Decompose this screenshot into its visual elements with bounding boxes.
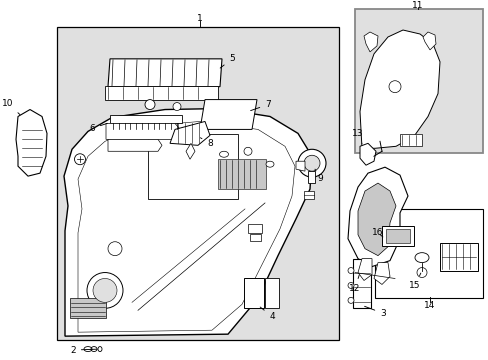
Polygon shape [170, 121, 209, 145]
Polygon shape [422, 32, 435, 50]
Bar [70, 298, 106, 318]
Circle shape [173, 103, 181, 111]
Circle shape [304, 155, 319, 171]
Polygon shape [295, 161, 305, 171]
Text: 15: 15 [408, 273, 420, 290]
Bar [385, 229, 409, 243]
Circle shape [87, 273, 123, 308]
Bar [304, 191, 313, 199]
Circle shape [347, 283, 353, 288]
Polygon shape [359, 30, 439, 148]
Circle shape [388, 81, 400, 93]
Ellipse shape [219, 151, 228, 157]
Polygon shape [357, 183, 395, 256]
Bar [264, 279, 279, 308]
Bar [307, 171, 314, 183]
Text: 5: 5 [220, 54, 234, 68]
Bar [249, 234, 261, 241]
Circle shape [93, 279, 117, 302]
Text: 10: 10 [2, 99, 20, 114]
Text: 3: 3 [364, 306, 385, 318]
Bar [247, 224, 262, 233]
Polygon shape [64, 108, 311, 336]
Text: 2: 2 [70, 346, 97, 355]
Text: 11: 11 [411, 1, 423, 10]
Polygon shape [108, 59, 222, 87]
Circle shape [145, 100, 155, 109]
Bar [57, 27, 338, 340]
Text: 1: 1 [197, 14, 203, 23]
Bar [244, 279, 264, 308]
Bar [148, 134, 238, 199]
Polygon shape [363, 32, 377, 52]
Circle shape [74, 154, 85, 165]
Polygon shape [200, 100, 257, 129]
Text: 6: 6 [89, 123, 107, 133]
Text: 13: 13 [351, 129, 363, 143]
Bar [110, 116, 182, 123]
Text: 7: 7 [250, 100, 270, 111]
Text: 14: 14 [424, 301, 435, 310]
Polygon shape [105, 86, 218, 100]
Bar [352, 258, 370, 308]
Bar [381, 226, 413, 246]
Text: 4: 4 [260, 307, 274, 321]
Bar [399, 134, 421, 146]
Polygon shape [185, 143, 195, 159]
Circle shape [416, 267, 426, 278]
Polygon shape [108, 139, 162, 151]
Text: 12: 12 [348, 275, 360, 293]
Polygon shape [359, 143, 375, 165]
Circle shape [108, 242, 122, 256]
Text: 8: 8 [200, 138, 212, 148]
Text: 16: 16 [371, 228, 383, 237]
Polygon shape [357, 258, 371, 280]
Circle shape [244, 147, 251, 155]
Bar [374, 209, 482, 298]
Circle shape [297, 149, 325, 177]
Bar [218, 159, 265, 189]
Polygon shape [106, 123, 182, 139]
Ellipse shape [265, 161, 273, 167]
Polygon shape [373, 262, 389, 284]
Polygon shape [347, 167, 407, 266]
Circle shape [347, 267, 353, 274]
Bar [439, 243, 477, 271]
Polygon shape [16, 109, 47, 176]
Circle shape [347, 297, 353, 303]
Ellipse shape [414, 253, 428, 262]
Bar [354, 9, 482, 153]
Text: 9: 9 [314, 169, 322, 183]
